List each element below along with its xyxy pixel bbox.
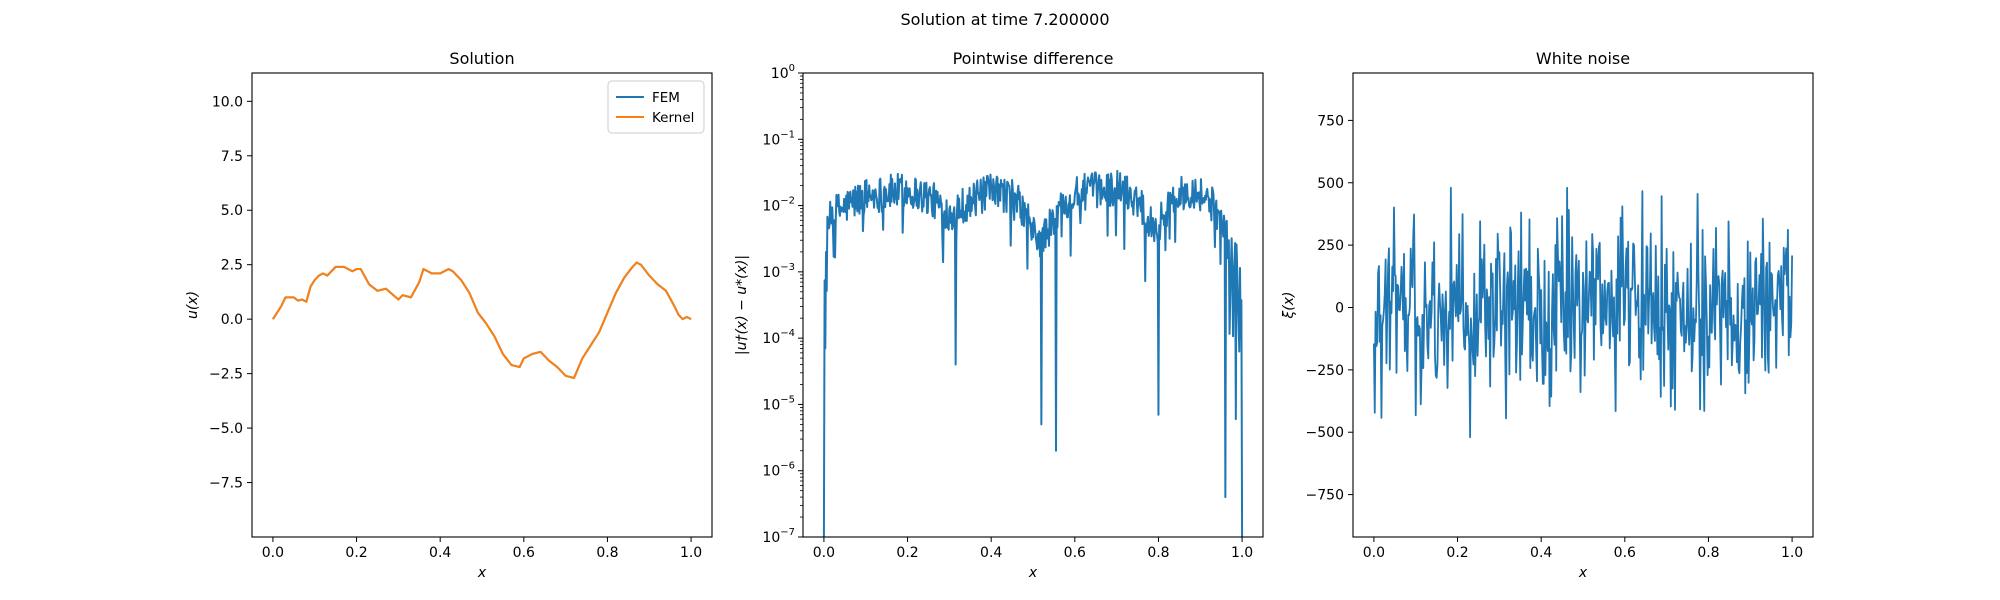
x-tick-label: 1.0: [1231, 545, 1253, 561]
x-tick-label: 0.2: [896, 545, 918, 561]
y-tick-label: 7.5: [221, 149, 243, 165]
panel-title: Solution: [449, 49, 514, 68]
x-tick-label: 0.0: [1363, 545, 1385, 561]
x-tick-label: 1.0: [680, 545, 702, 561]
y-tick-label: −750: [1306, 488, 1344, 504]
y-tick-label: −2.5: [209, 367, 243, 383]
axes-frame: [251, 72, 713, 538]
y-tick-label: 10−4: [762, 328, 795, 347]
plot-area: [272, 261, 692, 379]
x-tick-label: 1.0: [1781, 545, 1803, 561]
y-tick-label: 750: [1317, 113, 1344, 129]
x-tick-label: 0.2: [1446, 545, 1468, 561]
y-tick-label: 10−5: [762, 394, 795, 413]
x-tick-label: 0.4: [1530, 545, 1552, 561]
x-axis-label: x: [477, 565, 487, 581]
y-tick-label: 0.0: [221, 312, 243, 328]
panel-title: White noise: [1536, 49, 1630, 68]
panel-title: Pointwise difference: [953, 49, 1114, 68]
y-tick-label: 10.0: [212, 94, 243, 110]
x-tick-label: 0.6: [513, 545, 535, 561]
x-tick-label: 0.0: [813, 545, 835, 561]
x-tick-label: 0.8: [1147, 545, 1169, 561]
y-tick-label: 10−3: [762, 262, 795, 281]
y-tick-label: 250: [1317, 238, 1344, 254]
x-axis-label: x: [1028, 565, 1038, 581]
legend-box: [607, 80, 705, 134]
plot-area: [822, 169, 1244, 537]
y-tick-label: 10−7: [762, 527, 795, 546]
figure-suptitle: Solution at time 7.200000: [900, 10, 1109, 29]
y-tick-label: 5.0: [221, 203, 243, 219]
panel-noise: White noise 0.0 0.2 0.4 0.6 0.8 1.0 −750 −500 −25…: [1281, 49, 1814, 581]
y-tick-label: 10−1: [762, 129, 795, 148]
x-tick-label: 0.0: [262, 545, 284, 561]
series-line-noise: [1373, 186, 1793, 439]
series-line-kernel: [272, 261, 692, 379]
y-tick-label: −250: [1306, 363, 1344, 379]
x-tick-label: 0.8: [596, 545, 618, 561]
panel-solution: Solution 0.0 0.2 0.4 0.6 0.8 1.0 −7.5 −5.0 −2.5 0.…: [185, 49, 713, 581]
series-line-difference: [822, 169, 1244, 537]
y-tick-label: −5.0: [209, 421, 243, 437]
series-line-fem: [272, 261, 692, 379]
legend: FEM Kernel: [607, 80, 705, 134]
y-tick-label: 0: [1335, 300, 1344, 316]
plot-area: [1373, 186, 1793, 439]
x-tick-label: 0.8: [1697, 545, 1719, 561]
x-tick-label: 0.6: [1614, 545, 1636, 561]
y-tick-label: −7.5: [209, 476, 243, 492]
x-tick-label: 0.2: [345, 545, 367, 561]
legend-label-fem: FEM: [652, 90, 680, 106]
x-axis-label: x: [1578, 565, 1588, 581]
legend-label-kernel: Kernel: [652, 110, 694, 126]
y-axis-label: |u†(x) − u*(x)|: [734, 255, 750, 355]
x-tick-label: 0.4: [980, 545, 1002, 561]
x-tick-label: 0.6: [1064, 545, 1086, 561]
axes-frame: [802, 72, 1264, 538]
y-tick-label: 500: [1317, 176, 1344, 192]
y-tick-label: 10−2: [762, 196, 795, 215]
y-tick-label: 10−6: [762, 461, 795, 480]
y-axis-label: ξ(x): [1281, 291, 1297, 319]
y-axis-label: u(x): [185, 291, 201, 319]
y-tick-label: 2.5: [221, 258, 243, 274]
x-tick-label: 0.4: [429, 545, 451, 561]
y-tick-label: −500: [1306, 425, 1344, 441]
axes-frame: [1352, 72, 1814, 538]
y-tick-label: 100: [771, 63, 795, 82]
panel-difference: Pointwise difference 0.0 0.2 0.4 0.6 0.8 1.0 10…: [734, 49, 1264, 581]
